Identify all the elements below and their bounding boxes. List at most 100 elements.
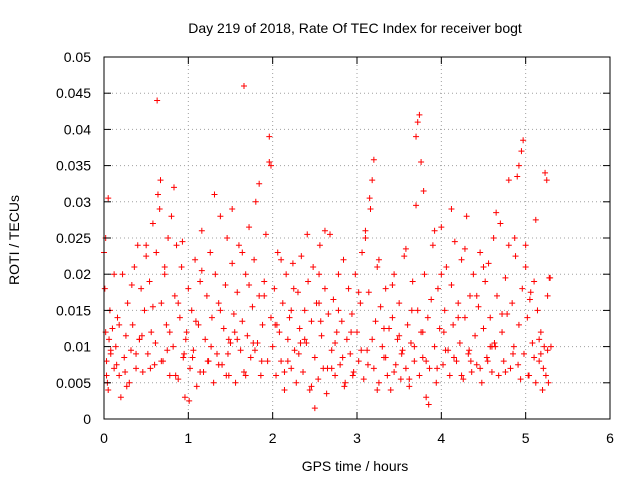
data-point [542, 372, 549, 379]
data-point [441, 307, 448, 314]
data-point [178, 263, 185, 270]
data-point [166, 329, 173, 336]
data-point [247, 354, 254, 361]
data-point [529, 339, 536, 346]
data-point [114, 314, 121, 321]
x-tick-label: 1 [184, 430, 192, 446]
data-point [133, 350, 140, 357]
data-point [217, 213, 224, 220]
data-point [451, 238, 458, 245]
data-point [391, 368, 398, 375]
data-point [467, 358, 474, 365]
y-tick-label: 0.025 [56, 230, 91, 246]
data-point [465, 350, 472, 357]
data-point [545, 379, 552, 386]
data-point [448, 282, 455, 289]
data-point [281, 368, 288, 375]
y-tick-label: 0.01 [64, 339, 91, 355]
data-point [240, 368, 247, 375]
data-point [239, 318, 246, 325]
data-point [335, 307, 342, 314]
data-point [499, 311, 506, 318]
data-point [421, 271, 428, 278]
data-point [133, 365, 140, 372]
data-point [183, 329, 190, 336]
y-tick-label: 0.035 [56, 158, 91, 174]
data-point [293, 379, 300, 386]
data-point [541, 343, 548, 350]
data-point [413, 202, 420, 209]
data-point [315, 376, 322, 383]
data-point [259, 321, 266, 328]
data-point [380, 325, 387, 332]
data-point [436, 325, 443, 332]
data-point [402, 365, 409, 372]
data-point [419, 354, 426, 361]
data-point [389, 282, 396, 289]
data-point [141, 307, 148, 314]
data-point [438, 224, 445, 231]
data-point [483, 354, 490, 361]
data-point [153, 249, 160, 256]
data-point [316, 271, 323, 278]
data-point [348, 311, 355, 318]
data-point [237, 347, 244, 354]
data-point [547, 343, 554, 350]
data-point [466, 347, 473, 354]
data-point [143, 242, 150, 249]
data-point [382, 354, 389, 361]
data-point [232, 379, 239, 386]
data-point [386, 325, 393, 332]
data-point [364, 347, 371, 354]
data-point [210, 379, 217, 386]
data-point [365, 289, 372, 296]
data-point [306, 387, 313, 394]
data-point [229, 260, 236, 267]
x-tick-label: 4 [437, 430, 445, 446]
data-point [291, 347, 298, 354]
data-point [168, 213, 175, 220]
data-point [235, 242, 242, 249]
data-point [229, 206, 236, 213]
data-point [170, 184, 177, 191]
data-point [220, 325, 227, 332]
data-point [360, 376, 367, 383]
data-point [207, 249, 214, 256]
data-point [208, 314, 215, 321]
data-point [536, 336, 543, 343]
data-point [343, 336, 350, 343]
data-point [154, 97, 161, 104]
data-point [165, 235, 172, 241]
data-point [147, 365, 154, 372]
data-point [470, 271, 477, 278]
data-point [342, 379, 349, 386]
data-point [438, 271, 445, 278]
data-point [296, 325, 303, 332]
data-point [181, 350, 188, 357]
data-point [423, 394, 430, 401]
data-point [208, 343, 215, 350]
y-tick-label: 0.04 [64, 121, 91, 137]
data-point [369, 336, 376, 343]
data-point [525, 372, 532, 379]
data-point [217, 307, 224, 314]
data-point [284, 358, 291, 365]
data-point [111, 271, 118, 278]
data-point [281, 387, 288, 394]
data-point [128, 282, 135, 289]
data-point [455, 314, 462, 321]
y-tick-label: 0.005 [56, 375, 91, 391]
data-point [384, 372, 391, 379]
data-point [527, 289, 534, 296]
data-point [370, 365, 377, 372]
data-point [139, 368, 146, 375]
data-point [305, 278, 312, 285]
data-point [509, 300, 516, 307]
data-point [158, 358, 165, 365]
data-point [477, 365, 484, 372]
data-point [456, 339, 463, 346]
data-point [423, 358, 430, 365]
data-point [175, 300, 182, 307]
data-point [358, 347, 365, 354]
data-point [134, 242, 141, 249]
